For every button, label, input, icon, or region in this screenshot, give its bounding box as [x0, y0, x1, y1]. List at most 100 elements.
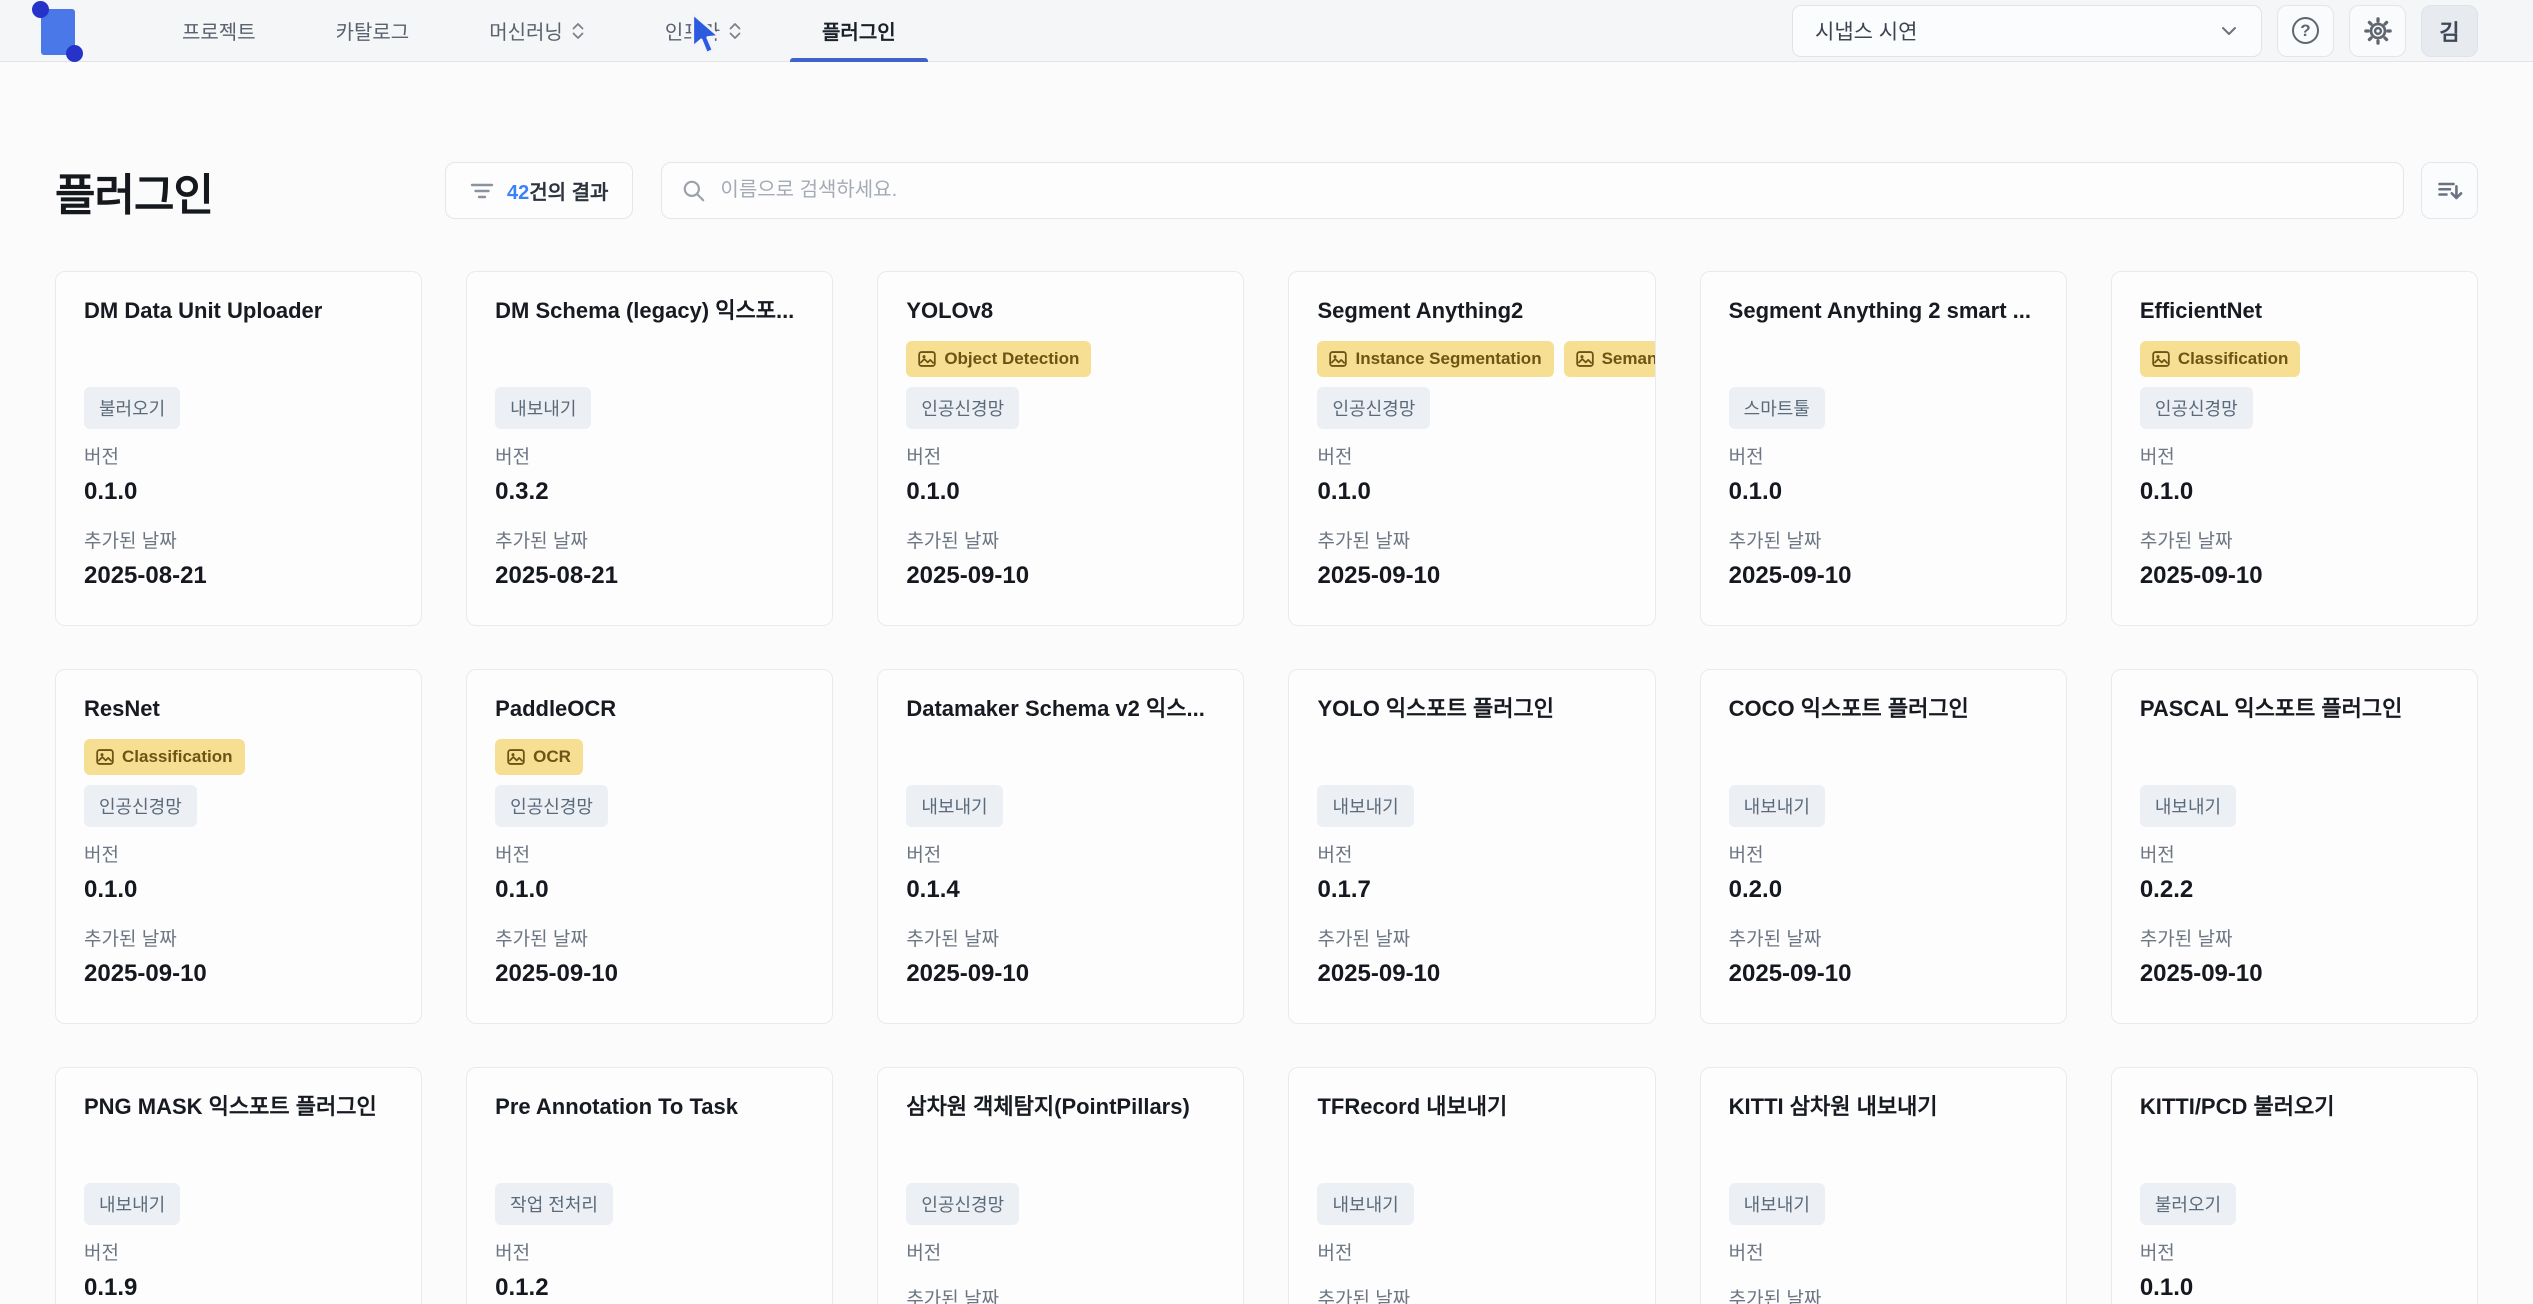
plugin-card[interactable]: PASCAL 익스포트 플러그인 내보내기 버전 0.2.2 추가된 날짜 20…: [2110, 669, 2478, 1024]
plugin-card[interactable]: EfficientNet Classification 인공신경망 버전 0.1…: [2110, 271, 2478, 626]
date-added-value: 2025-08-21: [495, 562, 618, 589]
logo-dot-bottom-right: [66, 44, 83, 62]
version-value: 0.3.2: [495, 478, 549, 505]
version-label: 버전: [495, 845, 531, 866]
plugin-type-row: 인공신경망: [2139, 387, 2449, 429]
plugin-card-grid: DM Data Unit Uploader 불러오기 버전 0.1.0 추가된 …: [55, 271, 2478, 1304]
plugin-card[interactable]: ResNet Classification 인공신경망 버전 0.1.0 추가된…: [55, 669, 423, 1024]
chevron-down-icon: [2222, 26, 2236, 35]
plugin-card[interactable]: PaddleOCR OCR 인공신경망 버전 0.1.0 추가된 날짜 2025…: [466, 669, 834, 1024]
version-label: 버전: [906, 1243, 942, 1264]
nav-item-label: 카탈로그: [335, 22, 410, 44]
plugin-card[interactable]: PNG MASK 익스포트 플러그인 내보내기 버전 0.1.9 추가된 날짜: [55, 1067, 423, 1304]
plugin-title: DM Schema (legacy) 익스포...: [495, 298, 795, 323]
version-label: 버전: [495, 447, 531, 468]
task-tag-row: [1729, 1137, 2066, 1183]
task-tag-row: [2140, 739, 2477, 785]
date-added-label: 추가된 날짜: [2139, 929, 2233, 950]
plugin-title: PASCAL 익스포트 플러그인: [2139, 696, 2403, 721]
date-added-value: 2025-09-10: [906, 562, 1030, 589]
task-tag-badge: Semantic Segmentation: [1563, 341, 1655, 377]
date-added-label: 추가된 날짜: [1728, 929, 1822, 950]
plugin-type-row: 내보내기: [1728, 1183, 2038, 1225]
date-added-value: 2025-09-10: [495, 960, 618, 987]
plugin-card[interactable]: TFRecord 내보내기 내보내기 버전 추가된 날짜: [1288, 1067, 1656, 1304]
version-label: 버전: [1728, 1243, 1764, 1264]
plugin-type-row: 내보내기: [906, 785, 1215, 827]
date-added-value: 2025-09-10: [1317, 562, 1441, 589]
date-added-label: 추가된 날짜: [906, 531, 1000, 552]
plugin-title: Segment Anything 2 smart ...: [1728, 298, 2032, 323]
plugin-card[interactable]: KITTI/PCD 불러오기 불러오기 버전 0.1.0 추가된 날짜: [2110, 1067, 2478, 1304]
plugin-type-row: 인공신경망: [906, 1183, 1215, 1225]
version-label: 버전: [84, 447, 119, 468]
task-tag-row: Object Detection: [906, 341, 1243, 387]
plugin-type-badge: 작업 전처리: [495, 1183, 613, 1225]
plugin-card[interactable]: 삼차원 객체탐지(PointPillars) 인공신경망 버전 추가된 날짜: [877, 1067, 1245, 1304]
plugin-title: PNG MASK 익스포트 플러그인: [84, 1094, 377, 1119]
version-label: 버전: [84, 845, 119, 866]
task-tag-row: [1729, 341, 2066, 387]
sort-button[interactable]: [2421, 162, 2478, 219]
date-added-value: 2025-09-10: [1728, 562, 1852, 589]
plugin-title: Segment Anything2: [1317, 298, 1524, 323]
version-value: 0.2.2: [2139, 876, 2194, 903]
results-filter-pill[interactable]: 42건의 결과: [445, 162, 634, 219]
task-tag-badge: Object Detection: [906, 341, 1092, 377]
version-label: 버전: [2139, 845, 2175, 866]
task-tag-label: Semantic Segmentation: [1601, 349, 1655, 368]
nav-item[interactable]: 머신러닝: [449, 0, 625, 61]
plugin-title: Pre Annotation To Task: [495, 1094, 738, 1119]
results-suffix: 건의 결과: [529, 182, 609, 204]
plugin-type-badge: 내보내기: [906, 785, 1003, 827]
settings-button[interactable]: [2349, 4, 2406, 57]
plugin-card[interactable]: DM Data Unit Uploader 불러오기 버전 0.1.0 추가된 …: [55, 271, 423, 626]
mouse-cursor: [691, 11, 721, 55]
plugin-card[interactable]: KITTI 삼차원 내보내기 내보내기 버전 추가된 날짜: [1699, 1067, 2067, 1304]
plugin-type-row: 내보내기: [1728, 785, 2038, 827]
image-icon: [2152, 351, 2170, 367]
task-tag-badge: Instance Segmentation: [1317, 341, 1554, 377]
page-title: 플러그인: [55, 170, 214, 220]
nav-item[interactable]: 플러그인: [782, 0, 936, 62]
version-value: 0.1.0: [495, 876, 549, 903]
task-tag-label: Classification: [122, 747, 233, 766]
search-input[interactable]: [720, 179, 2384, 202]
plugin-card[interactable]: Datamaker Schema v2 익스... 내보내기 버전 0.1.4 …: [877, 669, 1245, 1024]
plugin-card[interactable]: Pre Annotation To Task 작업 전처리 버전 0.1.2 추…: [466, 1067, 834, 1304]
top-navigation-bar: 프로젝트 카탈로그 머신러닝 인프라 플러그인 시냅스 시연 ?: [0, 0, 2533, 62]
plugin-type-badge: 인공신경망: [495, 785, 608, 827]
help-button[interactable]: ?: [2277, 4, 2334, 57]
search-box: [661, 162, 2404, 219]
plugin-type-badge: 내보내기: [495, 387, 592, 429]
plugin-card[interactable]: Segment Anything 2 smart ... 스마트툴 버전 0.1…: [1699, 271, 2067, 626]
chevron-updown-icon: [729, 22, 741, 39]
plugin-type-row: 인공신경망: [495, 785, 804, 827]
plugin-card[interactable]: COCO 익스포트 플러그인 내보내기 버전 0.2.0 추가된 날짜 2025…: [1699, 669, 2067, 1024]
plugin-card[interactable]: YOLOv8 Object Detection 인공신경망 버전 0.1.0 추…: [877, 271, 1245, 626]
topbar-right-cluster: 시냅스 시연 ?: [1792, 0, 2478, 61]
plugin-type-row: 내보내기: [495, 387, 804, 429]
date-added-value: 2025-09-10: [906, 960, 1030, 987]
plugin-card[interactable]: Segment Anything2 Instance Segmentation …: [1288, 271, 1656, 626]
task-tag-row: [1729, 739, 2066, 785]
plugin-title: PaddleOCR: [495, 696, 617, 721]
workspace-select[interactable]: 시냅스 시연: [1792, 4, 2262, 57]
date-added-label: 추가된 날짜: [906, 1289, 1000, 1304]
plugin-card[interactable]: YOLO 익스포트 플러그인 내보내기 버전 0.1.7 추가된 날짜 2025…: [1288, 669, 1656, 1024]
task-tag-row: [906, 739, 1243, 785]
nav-item[interactable]: 카탈로그: [296, 0, 450, 61]
nav-item-label: 머신러닝: [489, 22, 563, 44]
plugin-type-badge: 내보내기: [1317, 785, 1414, 827]
sort-descending-icon: [2437, 182, 2462, 199]
plugin-card[interactable]: DM Schema (legacy) 익스포... 내보내기 버전 0.3.2 …: [466, 271, 834, 626]
version-label: 버전: [1728, 447, 1764, 468]
nav-item[interactable]: 프로젝트: [142, 0, 296, 61]
image-icon: [1329, 351, 1348, 367]
date-added-label: 추가된 날짜: [1317, 1289, 1411, 1304]
app-logo[interactable]: [32, 0, 83, 62]
date-added-value: 2025-09-10: [1317, 960, 1441, 987]
plugin-title: Datamaker Schema v2 익스...: [906, 696, 1205, 721]
plugin-type-row: 스마트툴: [1728, 387, 2038, 429]
avatar[interactable]: 김: [2421, 4, 2478, 57]
